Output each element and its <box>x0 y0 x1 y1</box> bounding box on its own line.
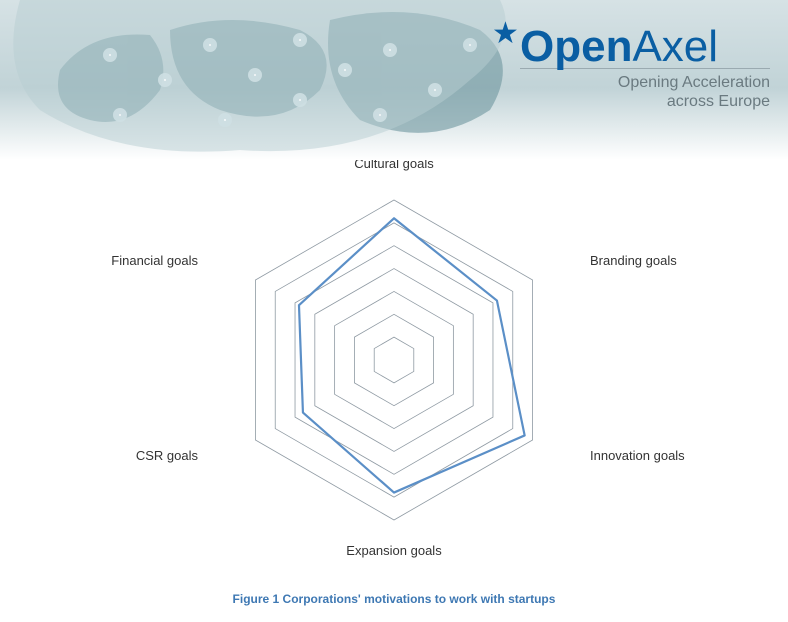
brand-name-part2: Axel <box>632 22 718 71</box>
brand-name: OpenAxel <box>520 22 718 71</box>
radar-axis-label: Cultural goals <box>354 160 434 171</box>
header-banner: ★ OpenAxel Opening Acceleration across E… <box>0 0 788 160</box>
brand-tagline: Opening Acceleration across Europe <box>520 68 770 111</box>
brand-name-part1: Open <box>520 22 632 71</box>
radar-axis-label: CSR goals <box>136 448 199 463</box>
radar-axis-label: Branding goals <box>590 253 677 268</box>
star-icon: ★ <box>492 16 519 51</box>
figure-caption-text: Figure 1 Corporations' motivations to wo… <box>233 592 556 606</box>
radar-axis-label: Expansion goals <box>346 543 442 558</box>
brand-block: ★ OpenAxel Opening Acceleration across E… <box>520 22 770 111</box>
radar-chart-area: Cultural goals Branding goals Innovation g… <box>0 160 788 590</box>
radar-axis-label: Innovation goals <box>590 448 685 463</box>
brand-tagline-line1: Opening Acceleration <box>618 74 770 91</box>
brand-tagline-line2: across Europe <box>667 93 770 110</box>
radar-chart: Cultural goals Branding goals Innovation g… <box>0 160 788 570</box>
radar-axis-label: Financial goals <box>111 253 198 268</box>
figure-caption: Figure 1 Corporations' motivations to wo… <box>0 592 788 606</box>
